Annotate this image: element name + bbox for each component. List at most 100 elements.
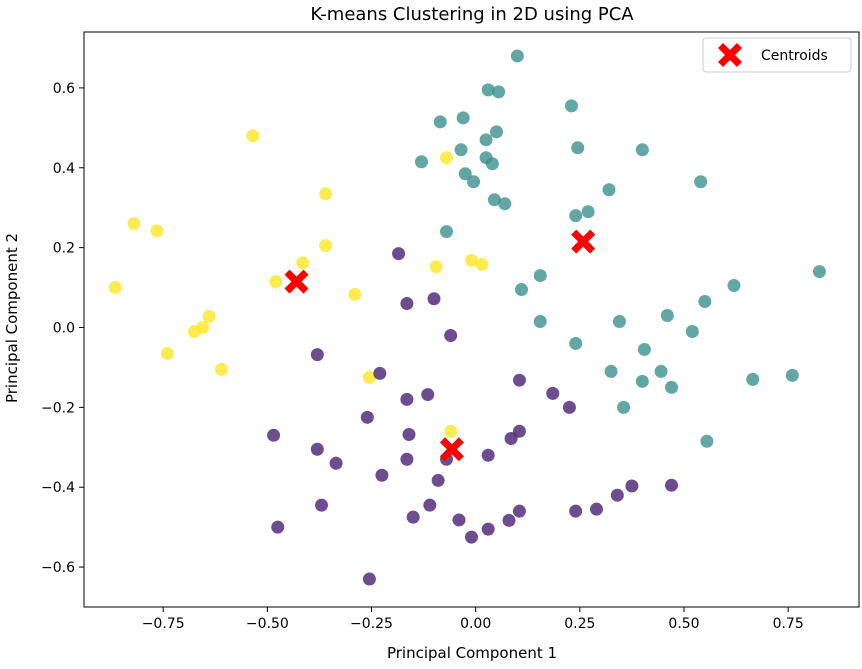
y-axis-label: Principal Component 2 (3, 233, 21, 403)
cluster-2-point (400, 392, 414, 406)
data-points (108, 49, 826, 586)
legend-label-centroids: Centroids (761, 48, 828, 64)
cluster-1-point (319, 239, 333, 253)
y-tick-label: −0.4 (41, 480, 75, 496)
cluster-0-point (433, 115, 447, 129)
cluster-0-point (481, 83, 495, 97)
cluster-2-point (400, 452, 414, 466)
cluster-2-point (375, 468, 389, 482)
centroid-markers (284, 229, 596, 462)
cluster-0-point (565, 99, 578, 113)
plot-frame (83, 31, 860, 608)
cluster-1-point (362, 370, 376, 384)
cluster-0-point (635, 143, 649, 157)
y-tick-label: −0.2 (41, 400, 75, 416)
legend-centroid-x (718, 43, 742, 67)
cluster-2-point (315, 498, 328, 512)
cluster-2-point (444, 328, 458, 342)
cluster-0-point (479, 133, 493, 147)
cluster-0-point (581, 205, 595, 219)
cluster-1-point (444, 424, 458, 438)
cluster-2-point (512, 373, 526, 387)
y-tick-label: 0.0 (53, 320, 75, 336)
cluster-2-point (402, 428, 416, 441)
legend: Centroids (702, 37, 852, 73)
cluster-0-point (812, 265, 826, 279)
cluster-2-point (590, 502, 603, 516)
cluster-0-point (415, 155, 428, 169)
cluster-1-point (269, 275, 283, 289)
cluster-0-point (604, 364, 618, 378)
cluster-1-point (187, 324, 201, 338)
cluster-0-point (665, 380, 678, 394)
cluster-2-point (267, 428, 281, 442)
cluster-0-point (700, 434, 714, 448)
cluster-0-point (698, 295, 712, 309)
cluster-0-point (487, 193, 501, 207)
centroid-marker (439, 437, 464, 462)
x-tick-label: −0.50 (246, 616, 289, 632)
cluster-0-point (571, 141, 585, 155)
cluster-2-point (310, 442, 324, 456)
x-tick-label: −0.75 (142, 616, 185, 632)
cluster-0-point (569, 336, 583, 350)
cluster-1-point (108, 281, 122, 295)
cluster-1-point (246, 129, 260, 143)
cluster-0-point (660, 309, 674, 323)
cluster-2-point (421, 388, 435, 402)
cluster-1-point (319, 187, 333, 201)
cluster-0-point (458, 167, 472, 181)
cluster-0-point (533, 269, 547, 283)
cluster-2-point (562, 400, 576, 414)
cluster-0-point (746, 372, 760, 386)
cluster-0-point (454, 143, 468, 157)
cluster-2-point (512, 504, 526, 518)
cluster-1-point (440, 151, 453, 165)
x-tick-label: −0.25 (350, 616, 393, 632)
cluster-0-point (569, 209, 583, 223)
cluster-2-point (465, 530, 478, 544)
cluster-2-point (610, 488, 624, 502)
cluster-1-point (475, 257, 489, 271)
cluster-2-point (373, 366, 387, 380)
cluster-0-point (456, 111, 470, 125)
cluster-1-point (202, 309, 216, 323)
cluster-0-point (498, 197, 512, 211)
x-tick-label: 0.25 (564, 616, 595, 632)
cluster-0-point (602, 183, 616, 197)
cluster-2-point (329, 456, 343, 470)
cluster-1-point (429, 260, 443, 274)
x-tick-label: 0.00 (460, 616, 491, 632)
cluster-0-point (515, 283, 528, 297)
y-tick-label: 0.6 (53, 81, 75, 97)
cluster-2-point (392, 247, 406, 261)
cluster-2-point (360, 410, 374, 424)
cluster-1-point (150, 224, 164, 238)
x-tick-label: 0.75 (773, 616, 804, 632)
cluster-1-point (127, 217, 141, 231)
cluster-0-point (492, 85, 506, 99)
y-tick-label: −0.6 (41, 560, 75, 576)
cluster-1-point (215, 362, 228, 376)
cluster-1-point (348, 287, 362, 301)
axis-ticks: −0.75 −0.50 −0.25 0.00 0.25 0.50 0.75 −0.6 −0.4 −… (41, 81, 804, 632)
cluster-0-point (785, 368, 799, 382)
cluster-0-point (637, 342, 651, 356)
cluster-0-point (510, 49, 524, 63)
centroid-marker (571, 229, 596, 254)
cluster-0-point (694, 175, 708, 189)
cluster-0-point (685, 324, 699, 338)
cluster-2-point (481, 448, 495, 462)
cluster-0-point (467, 175, 481, 189)
cluster-0-point (485, 157, 499, 171)
cluster-0-point (490, 125, 503, 139)
cluster-2-point (400, 297, 414, 311)
y-tick-label: 0.2 (53, 241, 75, 257)
cluster-0-point (440, 225, 453, 239)
cluster-2-point (665, 478, 678, 492)
cluster-0-point (635, 374, 649, 388)
cluster-0-point (654, 364, 668, 378)
cluster-1-point (296, 256, 310, 270)
